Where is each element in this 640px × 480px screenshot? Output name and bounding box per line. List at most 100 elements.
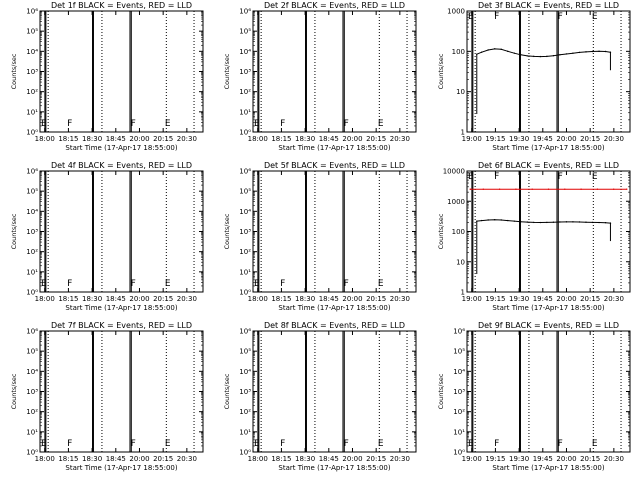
y-tick-label: 10⁶: [26, 8, 38, 16]
x-axis-label: Start Time (17-Apr-17 18:55:00): [492, 464, 604, 472]
event-flag: E: [378, 279, 384, 289]
y-tick-label: 1: [461, 129, 465, 137]
data-point: [591, 221, 594, 224]
event-flag: F: [67, 119, 72, 129]
x-tick-label: 19:45: [533, 295, 553, 303]
x-tick-label: 19:15: [485, 295, 505, 303]
x-tick-label: 18:00: [35, 135, 55, 143]
y-tick-label: 10³: [239, 388, 251, 396]
y-tick-label: 10¹: [239, 108, 251, 116]
y-axis-label: Counts/sec: [223, 213, 231, 249]
x-tick-label: 20:30: [390, 135, 410, 143]
x-tick-label: 20:00: [556, 295, 576, 303]
event-flag: E: [165, 119, 171, 129]
x-tick-label: 20:15: [366, 455, 386, 463]
y-tick-label: 10⁵: [26, 348, 38, 356]
data-point: [604, 50, 607, 53]
panel-det-2: Det 2f BLACK = Events, RED = LLD 10⁰ 10¹ 10…: [223, 1, 417, 152]
x-tick-label: 18:45: [319, 455, 339, 463]
data-point: [539, 221, 542, 224]
y-tick-label: 10⁴: [26, 368, 38, 376]
event-flag: E: [41, 279, 47, 289]
panel-det-8: Det 8f BLACK = Events, RED = LLD 10⁰ 10¹ 10…: [223, 321, 417, 472]
x-tick-label: 18:45: [106, 135, 126, 143]
x-tick-label: 20:15: [580, 455, 600, 463]
y-tick-label: 1: [461, 289, 465, 297]
y-tick-label: 10¹: [453, 428, 465, 436]
x-tick-label: 20:15: [153, 295, 173, 303]
y-tick-label: 10⁶: [26, 168, 38, 176]
x-tick-label: 18:00: [35, 455, 55, 463]
plot-frame: [252, 10, 417, 133]
x-tick-label: 20:00: [129, 295, 149, 303]
plot-frame: [252, 330, 417, 453]
event-flag: E: [254, 279, 260, 289]
event-flag: E: [468, 172, 474, 182]
event-flag: E: [41, 439, 47, 449]
data-point: [531, 188, 533, 190]
x-tick-label: 19:15: [485, 455, 505, 463]
y-tick-label: 10¹: [239, 268, 251, 276]
plot-frame: [252, 170, 417, 293]
y-axis-label: Counts/sec: [223, 373, 231, 409]
y-tick-label: 10⁵: [239, 348, 251, 356]
y-tick-label: 10⁵: [239, 188, 251, 196]
event-flag: E: [592, 439, 598, 449]
y-tick-label: 10⁴: [26, 48, 38, 56]
x-tick-label: 19:30: [509, 455, 529, 463]
y-tick-label: 10³: [453, 388, 465, 396]
event-flag: E: [378, 439, 384, 449]
data-point: [572, 221, 574, 223]
x-tick-label: 19:30: [509, 135, 529, 143]
x-tick-label: 18:45: [106, 295, 126, 303]
data-point: [520, 54, 522, 56]
y-tick-label: 10000: [443, 168, 465, 176]
y-tick-label: 10⁰: [26, 289, 38, 297]
data-point: [591, 50, 594, 53]
x-tick-label: 18:45: [106, 455, 126, 463]
x-axis-label: Start Time (17-Apr-17 18:55:00): [492, 304, 604, 312]
plot-frame: [466, 330, 631, 453]
event-flag: E: [165, 439, 171, 449]
panel-det-7: Det 7f BLACK = Events, RED = LLD 10⁰ 10¹ 10…: [10, 321, 204, 472]
y-tick-label: 10⁰: [26, 449, 38, 457]
plot-frame: [466, 10, 631, 133]
event-flag: F: [131, 119, 136, 129]
data-point: [585, 221, 587, 223]
x-tick-label: 18:00: [248, 295, 268, 303]
x-axis-label: Start Time (17-Apr-17 18:55:00): [492, 144, 604, 152]
y-tick-label: 10³: [239, 228, 251, 236]
x-tick-label: 18:00: [248, 135, 268, 143]
data-point: [613, 188, 615, 190]
y-tick-label: 10⁴: [453, 368, 465, 376]
x-tick-label: 20:00: [556, 135, 576, 143]
y-tick-label: 10²: [239, 248, 251, 256]
y-tick-label: 10⁶: [239, 168, 251, 176]
y-tick-label: 10⁴: [239, 208, 251, 216]
x-axis-label: Start Time (17-Apr-17 18:55:00): [65, 304, 177, 312]
y-tick-label: 1000: [447, 8, 465, 16]
y-tick-label: 10: [456, 88, 465, 96]
x-tick-label: 20:15: [366, 135, 386, 143]
x-tick-label: 19:30: [509, 295, 529, 303]
y-tick-label: 100: [452, 48, 465, 56]
data-point: [585, 51, 587, 53]
y-tick-label: 10³: [239, 68, 251, 76]
x-tick-label: 20:00: [556, 455, 576, 463]
x-tick-label: 20:30: [604, 295, 624, 303]
event-flag: F: [344, 279, 349, 289]
event-flag: E: [592, 172, 598, 182]
data-point: [498, 188, 501, 190]
data-point: [480, 51, 483, 53]
x-tick-label: 19:00: [462, 135, 482, 143]
y-axis-label: Counts/sec: [437, 213, 445, 249]
x-tick-label: 18:30: [82, 455, 102, 463]
data-point: [578, 221, 581, 223]
data-point: [547, 188, 550, 190]
event-flag: F: [280, 279, 285, 289]
y-tick-label: 10⁴: [239, 48, 251, 56]
x-tick-label: 19:00: [462, 295, 482, 303]
y-tick-label: 100: [452, 228, 465, 236]
y-axis-label: Counts/sec: [10, 213, 18, 249]
